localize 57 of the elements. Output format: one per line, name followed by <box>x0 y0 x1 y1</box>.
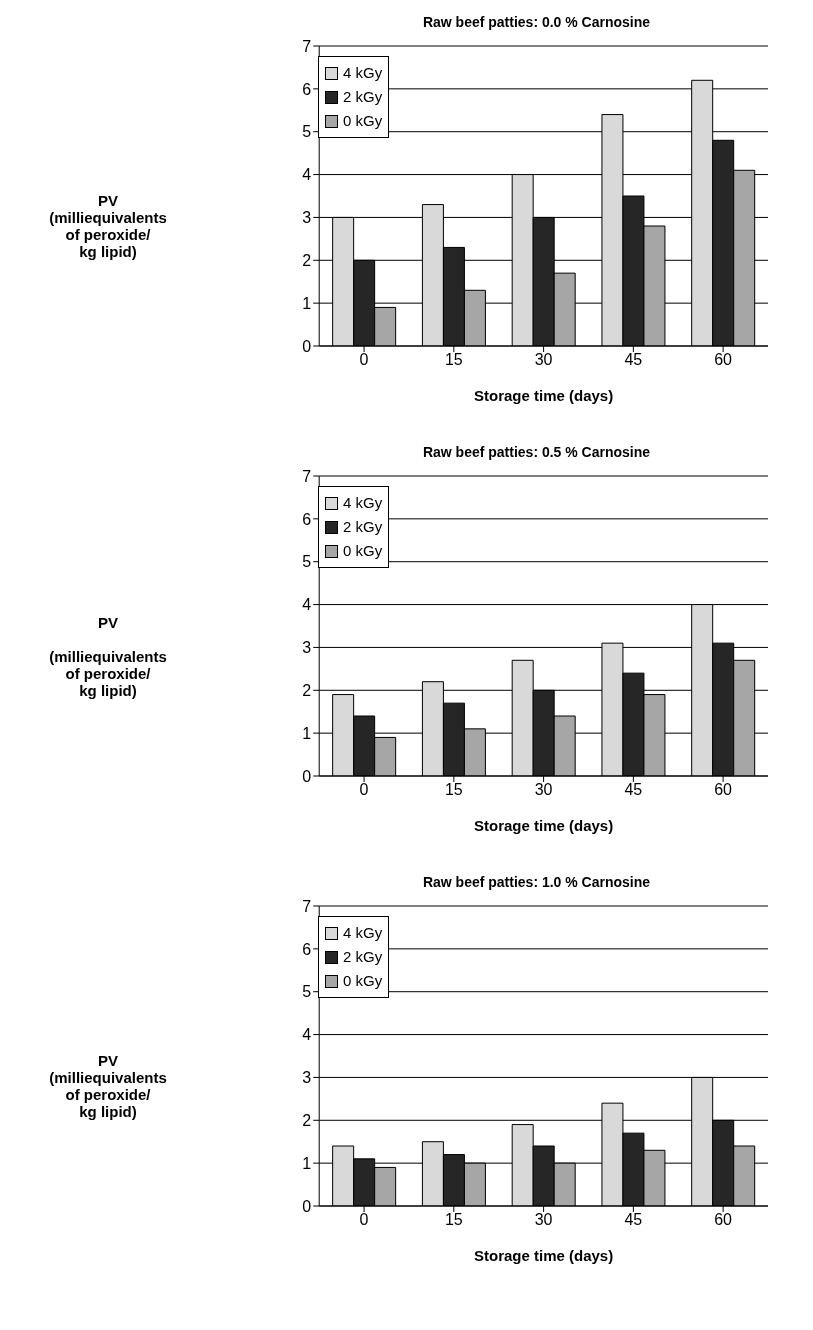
x-axis-title: Storage time (days) <box>473 817 614 834</box>
chart-title: Raw beef patties: 0.0 % Carnosine <box>421 13 652 32</box>
legend-label: 0 kGy <box>343 971 383 991</box>
x-axis-title: Storage time (days) <box>473 1247 614 1264</box>
x-tick-label: 0 <box>359 781 369 799</box>
y-tick-label: 7 <box>302 467 312 485</box>
x-tick-label: 60 <box>714 351 733 369</box>
y-axis-title: PV (milliequivalents of peroxide/ kg lipid) <box>48 1052 168 1120</box>
y-tick-label: 1 <box>302 294 312 312</box>
x-tick-label: 15 <box>444 351 463 369</box>
y-tick-label: 1 <box>302 724 312 742</box>
x-tick-label: 0 <box>359 1211 369 1229</box>
x-tick-label: 60 <box>714 781 733 799</box>
x-tick-label: 15 <box>444 1211 463 1229</box>
y-tick-label: 0 <box>302 337 312 355</box>
y-tick-label: 6 <box>302 940 312 958</box>
y-tick-label: 4 <box>302 166 312 184</box>
y-tick-label: 5 <box>302 983 312 1001</box>
y-tick-label: 3 <box>302 1069 312 1087</box>
x-tick-label: 30 <box>534 781 553 799</box>
chart-title: Raw beef patties: 1.0 % Carnosine <box>421 873 652 892</box>
x-tick-label: 45 <box>624 1211 643 1229</box>
x-tick-label: 45 <box>624 781 643 799</box>
y-tick-label: 6 <box>302 510 312 528</box>
y-axis-title: PV (milliequivalents of peroxide/ kg lipid) <box>48 613 168 699</box>
x-tick-label: 30 <box>534 351 553 369</box>
y-tick-label: 4 <box>302 596 312 614</box>
x-tick-label: 60 <box>714 1211 733 1229</box>
y-tick-label: 2 <box>302 1111 312 1129</box>
y-tick-label: 0 <box>302 767 312 785</box>
y-tick-label: 4 <box>302 1026 312 1044</box>
y-axis-title: PV (milliequivalents of peroxide/ kg lipid) <box>48 192 168 260</box>
legend-label: 2 kGy <box>343 517 383 537</box>
x-axis-title: Storage time (days) <box>473 387 614 404</box>
y-tick-label: 2 <box>302 681 312 699</box>
x-tick-label: 15 <box>444 781 463 799</box>
chart-title: Raw beef patties: 0.5 % Carnosine <box>421 443 652 462</box>
y-tick-label: 5 <box>302 123 312 141</box>
legend-label: 4 kGy <box>343 63 383 83</box>
y-tick-label: 2 <box>302 251 312 269</box>
legend-label: 0 kGy <box>343 541 383 561</box>
y-tick-label: 5 <box>302 553 312 571</box>
y-tick-label: 6 <box>302 80 312 98</box>
legend-label: 0 kGy <box>343 111 383 131</box>
x-tick-label: 45 <box>624 351 643 369</box>
legend-label: 2 kGy <box>343 87 383 107</box>
legend-label: 4 kGy <box>343 493 383 513</box>
y-tick-label: 7 <box>302 897 312 915</box>
y-tick-label: 1 <box>302 1154 312 1172</box>
y-tick-label: 3 <box>302 209 312 227</box>
x-tick-label: 0 <box>359 351 369 369</box>
legend-label: 4 kGy <box>343 923 383 943</box>
y-tick-label: 0 <box>302 1197 312 1215</box>
y-tick-label: 3 <box>302 639 312 657</box>
y-tick-label: 7 <box>302 37 312 55</box>
legend-label: 2 kGy <box>343 947 383 967</box>
x-tick-label: 30 <box>534 1211 553 1229</box>
